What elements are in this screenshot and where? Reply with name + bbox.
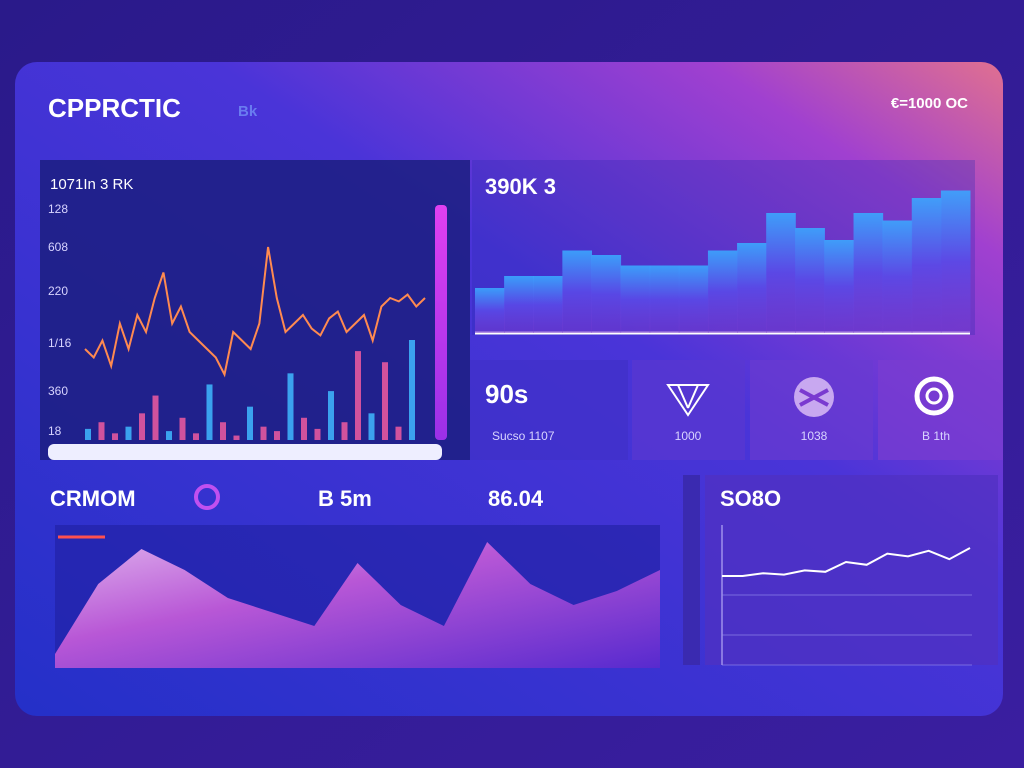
step-bar (707, 250, 738, 333)
volume-bar (247, 406, 253, 440)
step-bar (591, 255, 622, 333)
step-bar (795, 228, 825, 333)
step-bar (649, 265, 680, 333)
step-bar (562, 250, 592, 333)
divider (683, 475, 700, 665)
step-bar (911, 198, 942, 333)
ring-icon-inner (925, 387, 943, 405)
volume-bar (395, 426, 402, 440)
axis-label: 128 (48, 202, 68, 216)
volume-bar (139, 413, 145, 440)
range-slider[interactable] (48, 444, 442, 460)
price-panel (40, 160, 470, 460)
triangle-icon (666, 384, 710, 417)
step-bar (824, 240, 855, 333)
step-bar (620, 265, 651, 333)
volume-bar (341, 422, 348, 440)
volume-bar (206, 384, 213, 440)
volume-bar (179, 417, 186, 440)
axis-label: 360 (48, 384, 68, 398)
step-bar (737, 243, 767, 333)
step-bar (475, 288, 505, 333)
volume-bar (152, 395, 159, 440)
ring-icon (914, 376, 954, 416)
price-line (84, 246, 426, 378)
volume-bar (233, 435, 240, 440)
card-label: 1038 (801, 429, 828, 443)
axis-label: 18 (48, 424, 62, 438)
step-bar (766, 213, 796, 333)
ticker: B 5m (318, 486, 372, 511)
volume-bar (98, 422, 105, 440)
volume-bar (125, 426, 132, 440)
card-label: 1000 (675, 429, 702, 443)
volume-title: 390K 3 (485, 174, 556, 199)
card-value: 90s (485, 379, 528, 409)
volume-bar (301, 417, 307, 440)
axis-label: 1/16 (48, 336, 72, 350)
volume-bar (287, 373, 294, 440)
bottom-icon (194, 484, 220, 510)
step-bar (940, 190, 971, 333)
circle-icon-mark (799, 388, 829, 407)
volume-bar (220, 422, 226, 440)
volume-bar (409, 340, 415, 440)
scroll-bar (435, 205, 447, 440)
volume-bar (166, 431, 172, 440)
app-badge: Bk (238, 103, 258, 120)
step-bar (533, 276, 563, 333)
side-line (722, 547, 971, 577)
card-label: B 1th (922, 429, 950, 443)
bottom-title: CRMOM (50, 486, 136, 511)
side-panel (705, 475, 998, 665)
volume-bar (85, 428, 91, 440)
step-bar (882, 220, 913, 333)
price: 86.04 (488, 486, 544, 511)
volume-bar (328, 391, 334, 440)
card-label: Sucso 1107 (492, 429, 555, 443)
status: €=1000 OC (891, 95, 968, 112)
volume-bar (368, 413, 375, 440)
step-bar (853, 213, 884, 333)
volume-bar (355, 351, 361, 440)
price-title: 1071In 3 RK (50, 176, 133, 193)
volume-bar (112, 433, 118, 440)
mountain-area (55, 542, 660, 668)
axis-label: 220 (48, 284, 68, 298)
app-title: CPPRCTIC (48, 93, 181, 123)
step-bar (504, 276, 534, 333)
axis-label: 608 (48, 240, 68, 254)
side-title: SO8O (720, 486, 781, 511)
volume-bar (260, 426, 267, 440)
card[interactable] (470, 360, 628, 460)
volume-bar (274, 431, 280, 440)
volume-bar (193, 433, 199, 440)
card[interactable] (632, 360, 745, 460)
volume-bar (382, 362, 388, 440)
volume-bar (314, 428, 321, 440)
step-bar (678, 265, 709, 333)
